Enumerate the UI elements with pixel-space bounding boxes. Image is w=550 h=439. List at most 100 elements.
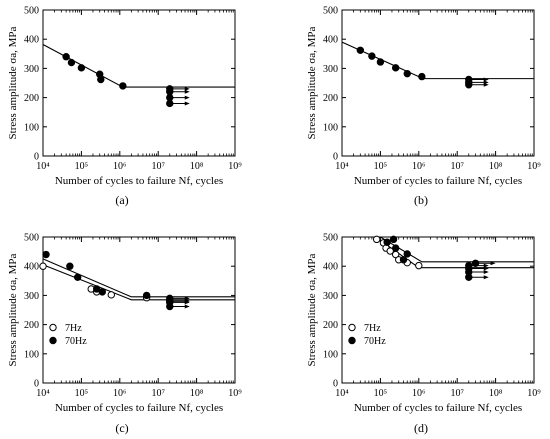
series-data — [42, 43, 235, 108]
chart-panel-d: 0 100 200 300 400 500 10⁴ 10⁵ 10⁶ 10⁷ 10⁸ 10⁹ Number… — [306, 233, 541, 436]
data-point — [356, 46, 365, 54]
y-tick-label: 0 — [333, 379, 338, 390]
legend-marker — [348, 336, 356, 345]
runout-point — [166, 99, 174, 108]
legend-marker — [49, 323, 57, 332]
plot-frame — [42, 9, 236, 157]
data-point — [67, 58, 76, 67]
y-tick-label: 200 — [24, 93, 39, 104]
x-tick-label: 10⁶ — [113, 388, 127, 399]
x-tick-label: 10⁴ — [36, 388, 50, 399]
runout-arrowhead — [184, 101, 190, 106]
data-point — [107, 291, 115, 299]
chart-panel-c: 0 100 200 300 400 500 10⁴ 10⁵ 10⁶ 10⁷ 10⁸ 10⁹ Number… — [7, 233, 242, 436]
data-point — [383, 238, 391, 246]
data-point — [415, 261, 423, 270]
data-point — [39, 262, 47, 270]
data-point — [391, 64, 400, 72]
runout-arrowhead — [483, 82, 489, 87]
runout-arrowhead — [483, 270, 489, 275]
plot-frame — [341, 9, 535, 157]
panel-label: (c) — [115, 421, 128, 435]
runout-arrowhead — [483, 266, 489, 271]
y-tick-label: 200 — [24, 320, 39, 331]
series-70hz — [42, 250, 235, 311]
data-point — [403, 250, 411, 258]
x-tick-label: 10⁴ — [36, 161, 50, 172]
y-tick-label: 400 — [24, 35, 39, 46]
series-data — [341, 41, 534, 89]
data-point — [418, 72, 426, 81]
y-tick-label: 100 — [323, 122, 338, 133]
data-point — [142, 291, 151, 300]
y-tick-label: 300 — [323, 291, 338, 302]
y-tick-label: 400 — [323, 35, 338, 46]
x-tick-label: 10⁵ — [374, 388, 388, 399]
y-tick-label: 300 — [24, 64, 39, 75]
series-7hz — [372, 235, 534, 270]
y-tick-label: 100 — [24, 122, 39, 133]
y-tick-label: 300 — [323, 64, 338, 75]
y-tick-label: 500 — [24, 233, 39, 244]
data-point — [389, 235, 398, 244]
y-tick-label: 400 — [24, 262, 39, 273]
y-tick-label: 0 — [34, 379, 39, 390]
y-axis-label: Stress amplitude σa, MPa — [7, 253, 19, 366]
y-tick-label: 100 — [24, 349, 39, 360]
data-point — [66, 262, 74, 270]
chart-panel-b: 0 100 200 300 400 500 10⁴ 10⁵ 10⁶ 10⁷ 10⁸ 10⁹ Number… — [306, 6, 541, 208]
y-tick-label: 500 — [24, 6, 39, 17]
data-point — [77, 64, 86, 72]
x-tick-label: 10⁵ — [75, 388, 89, 399]
plot-frame — [42, 236, 236, 384]
fit-line — [42, 258, 235, 298]
x-tick-label: 10⁹ — [228, 388, 242, 399]
data-point — [62, 53, 70, 61]
runout-arrowhead — [483, 77, 489, 82]
panel-label: (d) — [414, 421, 428, 435]
legend-label: 7Hz — [65, 323, 82, 334]
y-tick-label: 100 — [323, 349, 338, 360]
x-tick-label: 10⁹ — [527, 388, 541, 399]
data-point — [92, 285, 101, 293]
legend-label: 70Hz — [65, 336, 87, 347]
x-axis-label: Number of cycles to failure Nf, cycles — [55, 175, 223, 187]
x-tick-label: 10⁵ — [75, 161, 89, 172]
data-point — [42, 250, 50, 259]
y-tick-label: 500 — [323, 6, 338, 17]
legend-marker — [348, 323, 356, 332]
legend-marker — [49, 336, 57, 345]
data-point — [73, 273, 82, 281]
y-axis-label: Stress amplitude σa, MPa — [7, 26, 19, 139]
data-point — [386, 247, 394, 255]
chart-panel-a: 0 100 200 300 400 500 10⁴ 10⁵ 10⁶ 10⁷ 10⁸ 10⁹ Number… — [7, 6, 242, 208]
data-point — [399, 256, 408, 264]
runout-arrowhead — [184, 95, 190, 100]
y-tick-label: 0 — [333, 152, 338, 163]
x-tick-label: 10⁴ — [335, 161, 349, 172]
data-point — [368, 52, 376, 60]
x-tick-label: 10⁹ — [527, 161, 541, 172]
x-tick-label: 10⁵ — [374, 161, 388, 172]
x-tick-label: 10⁸ — [190, 161, 204, 172]
runout-arrowhead — [483, 275, 489, 280]
y-tick-label: 500 — [323, 233, 338, 244]
y-tick-label: 300 — [24, 291, 39, 302]
plot-frame — [341, 236, 535, 384]
fit-line — [42, 264, 235, 301]
runout-arrowhead — [490, 261, 496, 266]
series-70hz — [380, 235, 534, 281]
x-tick-label: 10⁶ — [412, 388, 426, 399]
x-tick-label: 10⁸ — [489, 161, 503, 172]
runout-arrowhead — [184, 299, 190, 304]
y-axis-label: Stress amplitude σa, MPa — [306, 253, 318, 366]
runout-point — [471, 259, 480, 267]
x-tick-label: 10⁸ — [489, 388, 503, 399]
x-tick-label: 10⁷ — [151, 388, 165, 399]
runout-arrowhead — [184, 296, 190, 301]
data-point — [403, 69, 411, 78]
x-tick-label: 10⁷ — [151, 161, 165, 172]
x-tick-label: 10⁸ — [190, 388, 204, 399]
x-tick-label: 10⁶ — [412, 161, 426, 172]
